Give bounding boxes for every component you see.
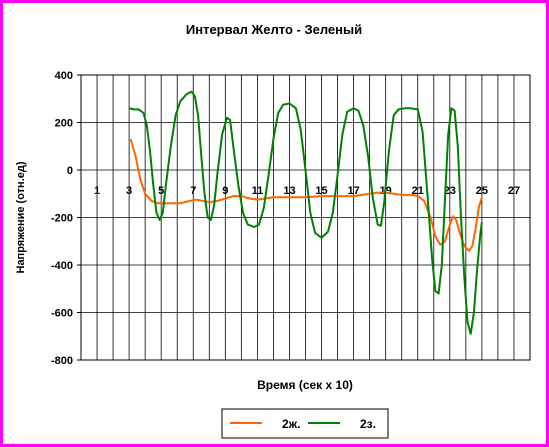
legend-label-2z: 2з. <box>360 417 376 431</box>
x-axis-tick-labels: 1 3 5 7 9 11 13 15 17 19 21 23 25 27 <box>94 185 520 197</box>
gridlines <box>77 74 530 361</box>
legend-label-2zh: 2ж. <box>282 417 301 431</box>
x-tick-label: 13 <box>283 185 295 197</box>
x-tick-label: 1 <box>94 185 100 197</box>
series-line-2z <box>128 90 483 335</box>
x-tick-label: 7 <box>190 185 196 197</box>
x-tick-label: 3 <box>126 185 132 197</box>
y-axis-label: Напряжение (отн.ед) <box>15 161 27 273</box>
x-tick-label: 27 <box>508 185 520 197</box>
y-tick-label: -400 <box>51 260 73 272</box>
x-tick-label: 15 <box>315 185 327 197</box>
y-tick-label: -600 <box>51 308 73 320</box>
x-tick-label: 21 <box>412 185 424 197</box>
x-axis-label: Время (сек x 10) <box>257 378 353 392</box>
y-tick-label: 200 <box>55 118 73 130</box>
x-tick-label: 11 <box>252 185 264 197</box>
y-tick-label: -800 <box>51 355 73 367</box>
legend: 2ж. 2з. <box>221 408 389 439</box>
x-tick-label: 25 <box>476 185 488 197</box>
y-axis-tick-labels: 400 200 0 -200 -400 -600 -800 <box>51 70 73 367</box>
y-tick-label: 0 <box>67 165 73 177</box>
legend-box <box>221 408 389 439</box>
x-tick-label: 17 <box>347 185 359 197</box>
x-tick-label: 9 <box>222 185 228 197</box>
x-tick-label: 5 <box>158 185 164 197</box>
chart-title: Интервал Желто - Зеленый <box>186 22 362 37</box>
x-tick-label: 23 <box>444 185 456 197</box>
y-tick-label: -200 <box>51 213 73 225</box>
series-line-2zh <box>129 138 483 252</box>
series-lines <box>128 90 483 335</box>
y-tick-label: 400 <box>55 70 73 82</box>
